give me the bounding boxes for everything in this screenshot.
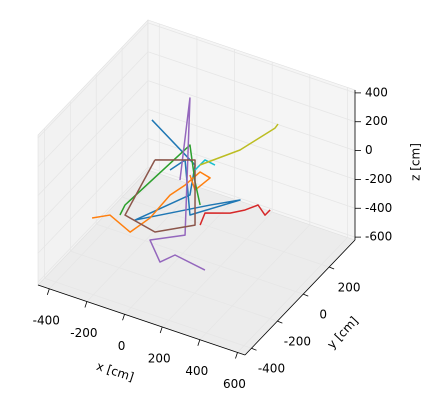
grid-line — [161, 211, 273, 328]
z-tick-label: -200 — [365, 172, 392, 186]
x-axis-line — [37, 284, 246, 356]
y-tick — [251, 347, 257, 351]
z-tick-label: -400 — [365, 201, 392, 215]
y-tick — [277, 320, 283, 324]
x-tick — [84, 301, 88, 308]
grid-line — [147, 137, 356, 209]
z-tick-label: 400 — [365, 85, 388, 99]
grid-line — [37, 51, 149, 168]
y-tick — [328, 266, 335, 270]
panes — [37, 19, 356, 356]
grid-line — [86, 186, 198, 302]
x-tick-label: -400 — [33, 313, 60, 327]
grid-line — [70, 250, 278, 322]
x-tick — [197, 339, 201, 346]
x-tick — [46, 288, 50, 295]
x-tick-label: 0 — [118, 339, 126, 353]
grid-line — [37, 166, 149, 283]
x-tick — [235, 352, 238, 359]
grid-line — [49, 173, 160, 290]
trajectory — [199, 204, 271, 226]
trajectory — [119, 144, 201, 216]
y-tick-label: -200 — [284, 335, 311, 349]
y-axis-label: y [cm] — [324, 314, 361, 352]
grid-line — [147, 109, 356, 180]
x-tick-label: 600 — [223, 377, 246, 391]
grid-line — [237, 237, 348, 353]
grid-line — [37, 109, 149, 225]
grid-line — [96, 223, 304, 295]
x-tick-label: 200 — [148, 352, 171, 366]
trajectory — [199, 123, 279, 166]
x-tick-label: -200 — [70, 326, 97, 340]
x-tick — [159, 326, 163, 334]
y-tick-label: 0 — [319, 308, 327, 322]
grid-line — [147, 22, 356, 94]
y-axis-line — [244, 239, 356, 356]
grid-line — [147, 166, 356, 238]
z-axis-label: z [cm] — [409, 143, 423, 181]
x-tick — [122, 314, 125, 321]
y-tick — [303, 293, 309, 297]
z-tick-label: 0 — [365, 143, 373, 157]
grid-line — [37, 80, 149, 196]
grid-line — [147, 80, 356, 151]
x-tick-label: 400 — [185, 364, 208, 378]
y-tick-label: -400 — [258, 362, 285, 376]
z-tick-label: 200 — [365, 114, 388, 128]
grid-line — [37, 137, 149, 254]
x-axis-label: x [cm] — [95, 359, 136, 384]
grid-line — [147, 51, 356, 123]
grid-line — [121, 196, 330, 268]
z-tick-label: -600 — [365, 230, 392, 244]
trajectory — [124, 159, 196, 233]
trajectory — [149, 97, 206, 271]
trajectory — [91, 171, 211, 233]
grid-line — [199, 224, 311, 341]
y-tick-label: 200 — [338, 281, 361, 295]
grid-line — [37, 22, 149, 139]
grid-line — [44, 277, 252, 349]
trajectory — [194, 159, 216, 171]
